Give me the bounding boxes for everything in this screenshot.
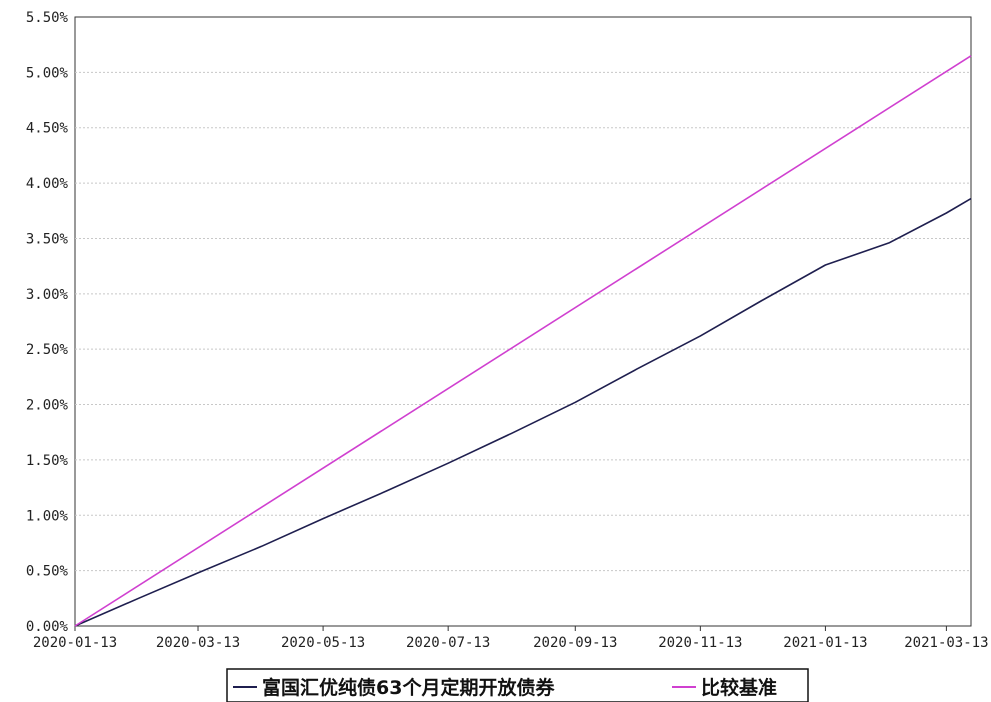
y-tick-label: 2.50%	[26, 342, 69, 358]
x-tick-label: 2020-07-13	[406, 635, 490, 651]
x-tick-label: 2020-11-13	[658, 635, 742, 651]
x-tick-label: 2020-09-13	[533, 635, 617, 651]
series-lines	[74, 55, 972, 627]
y-tick-label: 4.00%	[26, 176, 69, 192]
legend: 富国汇优纯债63个月定期开放债券 比较基准	[226, 668, 809, 702]
y-tick-label: 5.00%	[26, 65, 69, 81]
x-tick-label: 2021-03-13	[904, 635, 988, 651]
y-tick-label: 5.50%	[26, 10, 69, 26]
y-tick-label: 3.50%	[26, 231, 69, 247]
x-tick-label: 2020-05-13	[281, 635, 365, 651]
x-tick-label: 2020-01-13	[33, 635, 117, 651]
legend-benchmark-label: 比较基准	[701, 676, 777, 699]
x-axis-ticks: 2020-01-13 2020-03-13 2020-05-13 2020-07-13…	[33, 626, 989, 651]
y-tick-label: 3.00%	[26, 287, 69, 303]
y-tick-label: 4.50%	[26, 121, 69, 137]
y-tick-label: 2.00%	[26, 398, 69, 414]
x-tick-label: 2020-03-13	[156, 635, 240, 651]
legend-fund-label: 富国汇优纯债63个月定期开放债券	[262, 676, 555, 699]
y-tick-label: 1.00%	[26, 508, 69, 524]
legend-box	[226, 668, 809, 702]
benchmark-line	[74, 55, 972, 627]
plot-area	[74, 16, 972, 627]
x-tick-label: 2021-01-13	[783, 635, 867, 651]
fund-nav-line	[74, 197, 972, 627]
y-tick-label: 0.00%	[26, 619, 69, 635]
grid-lines	[75, 71, 971, 572]
y-tick-label: 0.50%	[26, 564, 69, 580]
y-tick-label: 1.50%	[26, 453, 69, 469]
y-axis-ticks: 0.00% 0.50% 1.00% 1.50% 2.00% 2.50% 3.00% 3.50%…	[26, 10, 69, 635]
